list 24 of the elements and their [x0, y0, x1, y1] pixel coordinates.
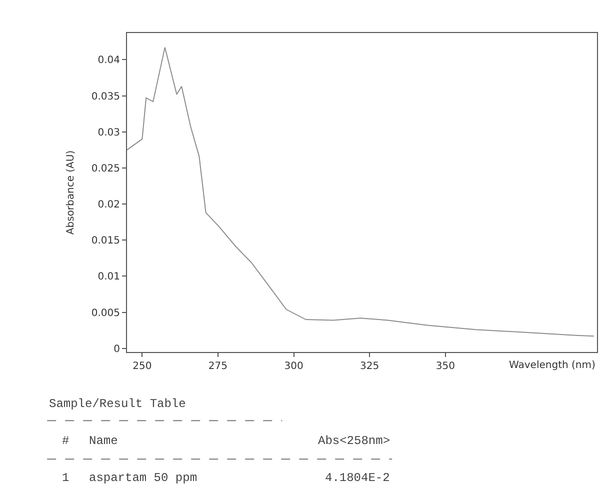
text: Abs<258nm>: [318, 434, 390, 448]
text: #: [62, 434, 70, 448]
y-tick-label: 0.025: [91, 163, 120, 174]
y-tick-label: 0.03: [98, 127, 120, 138]
text: aspartam 50 ppm: [89, 471, 198, 485]
x-tick-label: 250: [132, 361, 152, 372]
text: Sample/Result Table: [49, 397, 186, 411]
y-tick-label: 0: [114, 344, 120, 355]
x-tick-label: 275: [208, 361, 228, 372]
line-series: [127, 46, 594, 337]
x-tick-label: 325: [360, 361, 380, 372]
x-tick-label: 350: [436, 361, 455, 372]
y-tick-label: 0.04: [98, 55, 120, 66]
y-tick-label: 0.02: [98, 200, 120, 211]
text: 4.1804E-2: [325, 471, 390, 485]
y-tick-label: 0.01: [98, 272, 120, 283]
y-tick-label: 0.005: [91, 308, 120, 319]
text: 1: [62, 471, 70, 485]
x-tick-label: 300: [284, 361, 304, 372]
x-axis-title: Wavelength (nm): [509, 360, 596, 371]
text: Name: [89, 434, 118, 448]
y-tick-label: 0.015: [91, 236, 120, 247]
y-axis-title: Absorbance (AU): [65, 150, 76, 235]
y-tick-label: 0.035: [91, 91, 120, 102]
